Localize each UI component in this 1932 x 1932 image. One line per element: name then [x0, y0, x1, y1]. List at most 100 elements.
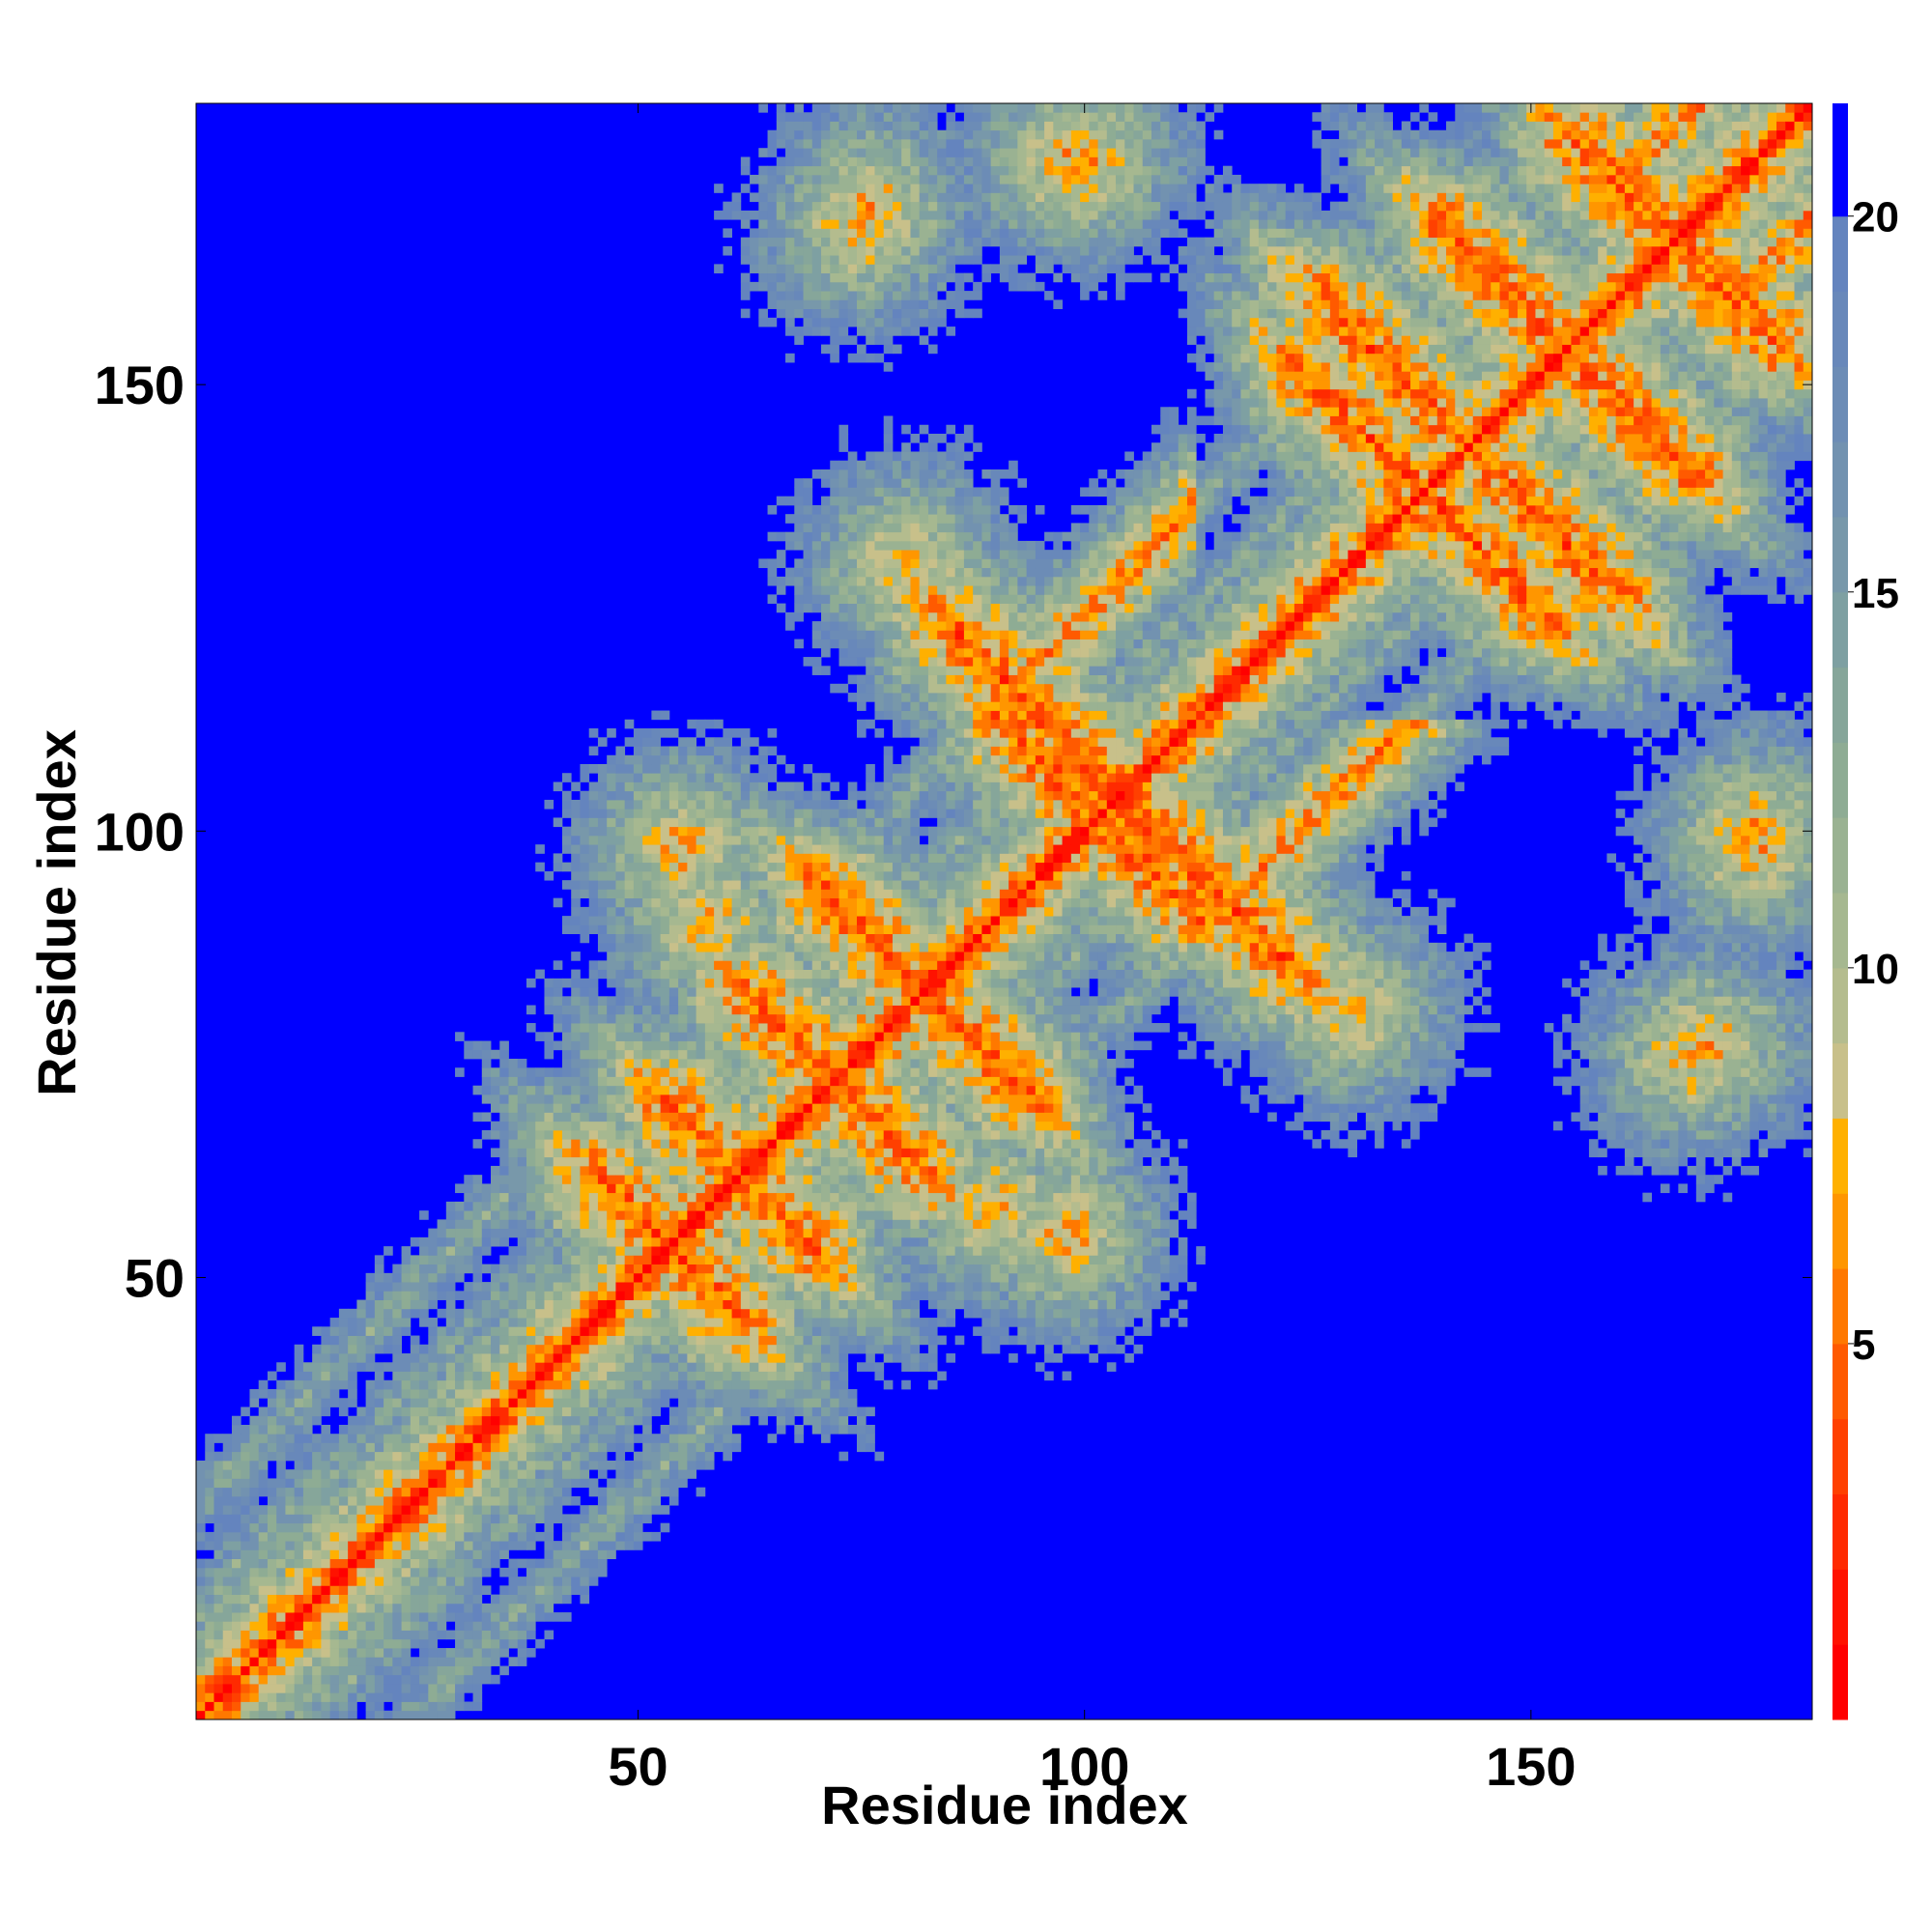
heatmap-cell: [821, 916, 831, 925]
heatmap-cell: [365, 1612, 376, 1622]
heatmap-cell: [678, 1264, 688, 1274]
heatmap-cell: [678, 969, 688, 980]
heatmap-cell: [302, 1389, 313, 1399]
heatmap-cell: [740, 1148, 751, 1158]
heatmap-cell: [196, 1674, 206, 1685]
heatmap-cell: [329, 1577, 340, 1586]
heatmap-cell: [660, 853, 670, 864]
heatmap-cell: [633, 1398, 643, 1407]
heatmap-cell: [338, 1630, 349, 1640]
heatmap-cell: [607, 1406, 616, 1417]
heatmap-cell: [464, 1246, 473, 1256]
heatmap-cell: [723, 969, 732, 980]
heatmap-cell: [588, 1175, 599, 1184]
heatmap-cell: [517, 1112, 527, 1122]
heatmap-cell: [794, 1389, 804, 1399]
heatmap-cell: [329, 1630, 340, 1640]
heatmap-cell: [374, 1603, 384, 1613]
heatmap-cell: [660, 870, 670, 881]
heatmap-cell: [687, 880, 697, 890]
heatmap-cell: [445, 1585, 456, 1595]
heatmap-cell: [758, 1398, 768, 1407]
heatmap-cell: [731, 1308, 742, 1319]
heatmap-cell: [267, 1424, 277, 1435]
heatmap-cell: [696, 790, 706, 801]
heatmap-cell: [714, 960, 724, 970]
heatmap-cell: [821, 790, 831, 801]
heatmap-cell: [437, 1701, 447, 1712]
heatmap-cell: [642, 1344, 652, 1354]
heatmap-cell: [491, 1612, 500, 1622]
heatmap-cell: [704, 1183, 715, 1194]
heatmap-cell: [758, 906, 768, 917]
heatmap-cell: [668, 1415, 679, 1426]
heatmap-cell: [678, 924, 688, 934]
heatmap-cell: [803, 1219, 813, 1230]
heatmap-cell: [615, 1121, 626, 1131]
heatmap-cell: [508, 1326, 519, 1336]
heatmap-cell: [329, 1318, 340, 1327]
heatmap-cell: [249, 1415, 260, 1426]
heatmap-cell: [767, 880, 778, 890]
heatmap-cell: [838, 1451, 849, 1462]
heatmap-cell: [624, 1460, 635, 1470]
heatmap-cell: [678, 1032, 688, 1041]
heatmap-cell: [794, 1201, 804, 1211]
heatmap-cell: [472, 1451, 483, 1462]
heatmap-cell: [544, 1210, 554, 1220]
heatmap-cell: [491, 1621, 500, 1631]
heatmap-cell: [338, 1308, 349, 1319]
heatmap-cell: [499, 1059, 509, 1068]
heatmap-cell: [615, 1371, 626, 1381]
heatmap-cell: [329, 1514, 340, 1524]
heatmap-cell: [651, 844, 662, 854]
heatmap-cell: [740, 960, 751, 970]
heatmap-cell: [410, 1549, 420, 1560]
heatmap-cell: [642, 1103, 652, 1113]
heatmap-cell: [750, 1255, 759, 1264]
heatmap-cell: [776, 942, 786, 952]
heatmap-cell: [553, 1344, 563, 1354]
heatmap-cell: [651, 1505, 662, 1515]
heatmap-cell: [419, 1406, 429, 1417]
heatmap-cell: [811, 504, 822, 515]
heatmap-cell: [750, 1129, 759, 1140]
heatmap-cell: [437, 1362, 447, 1372]
heatmap-cell: [714, 987, 724, 997]
heatmap-cell: [776, 1255, 786, 1264]
heatmap-cell: [830, 174, 839, 185]
heatmap-cell: [597, 1246, 608, 1256]
heatmap-cell: [329, 1603, 340, 1613]
heatmap-cell: [696, 1067, 706, 1077]
heatmap-cell: [553, 1005, 563, 1015]
heatmap-cell: [803, 1049, 813, 1060]
heatmap-cell: [830, 1406, 839, 1417]
heatmap-cell: [348, 1344, 357, 1354]
heatmap-cell: [803, 826, 813, 837]
heatmap-cell: [561, 1406, 572, 1417]
heatmap-cell: [464, 1255, 473, 1264]
heatmap-cell: [624, 1398, 635, 1407]
heatmap-cell: [561, 1594, 572, 1605]
heatmap-cell: [455, 1531, 465, 1542]
heatmap-cell: [508, 1299, 519, 1310]
heatmap-cell: [642, 1272, 652, 1283]
heatmap-cell: [329, 1344, 340, 1354]
heatmap-cell: [794, 1175, 804, 1184]
heatmap-cell: [365, 1621, 376, 1631]
heatmap-cell: [750, 1236, 759, 1247]
heatmap-cell: [830, 1228, 839, 1238]
heatmap-cell: [811, 773, 822, 782]
heatmap-cell: [714, 737, 724, 747]
heatmap-cell: [794, 308, 804, 319]
heatmap-cell: [740, 1228, 751, 1238]
heatmap-cell: [803, 514, 813, 524]
heatmap-cell: [794, 1406, 804, 1417]
heatmap-cell: [785, 1175, 795, 1184]
heatmap-cell: [428, 1434, 438, 1443]
heatmap-cell: [696, 1175, 706, 1184]
heatmap-cell: [838, 1326, 849, 1336]
heatmap-cell: [723, 1183, 732, 1194]
heatmap-cell: [776, 1094, 786, 1104]
heatmap-cell: [517, 1594, 527, 1605]
